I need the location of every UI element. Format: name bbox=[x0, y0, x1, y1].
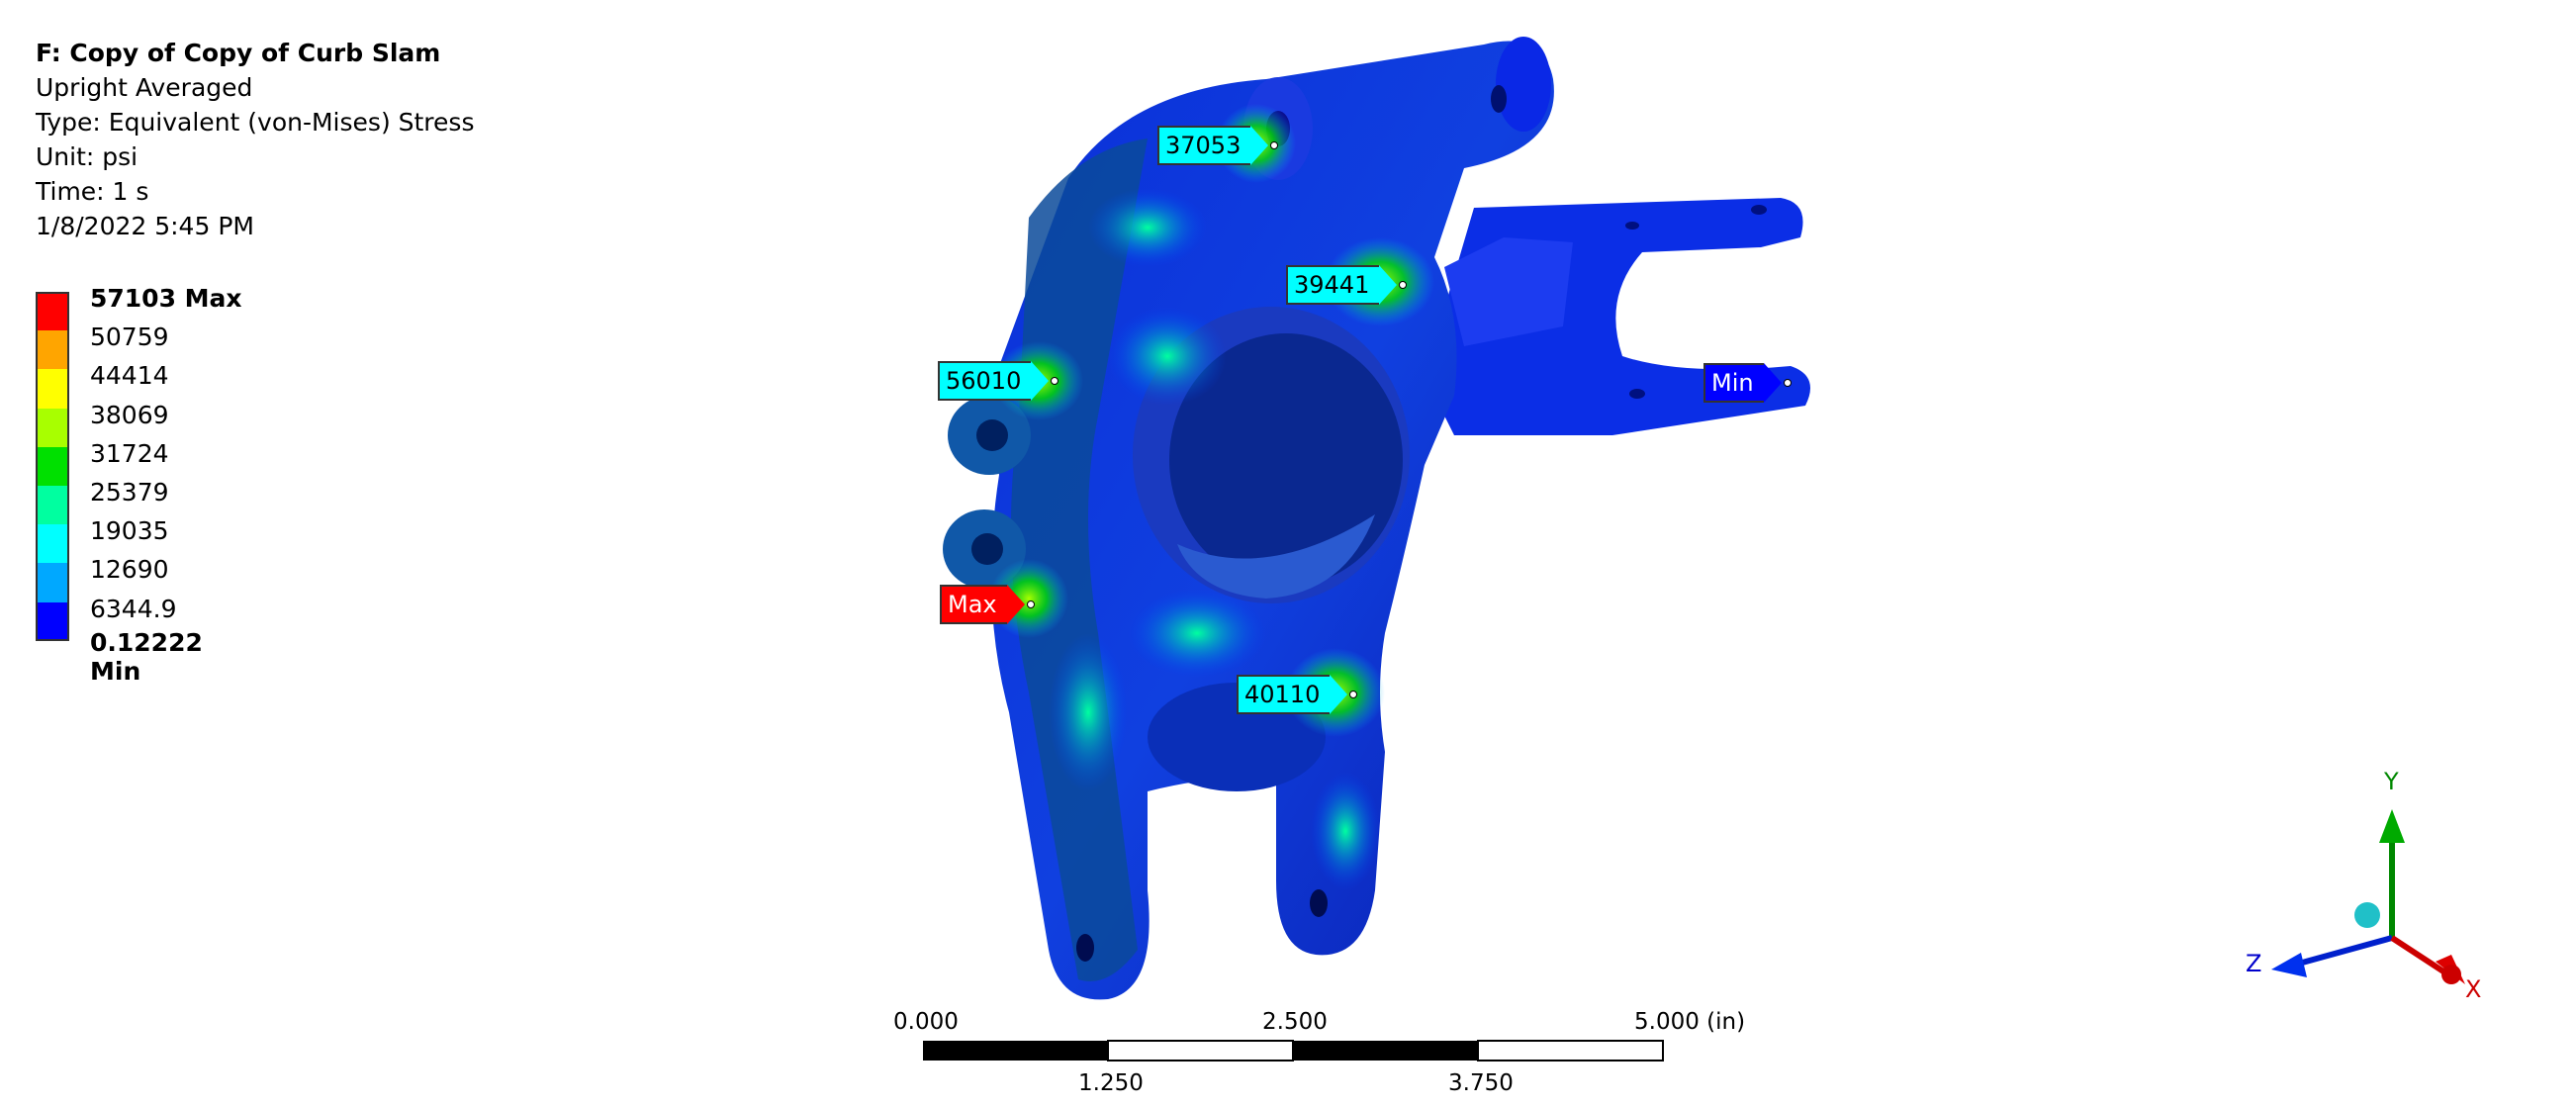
result-time: Time: 1 s bbox=[36, 177, 149, 206]
probe-pointer bbox=[1250, 126, 1269, 165]
result-header: F: Copy of Copy of Curb Slam Upright Ave… bbox=[36, 36, 474, 243]
probe-point bbox=[1051, 377, 1059, 385]
probe-label[interactable]: 37053 bbox=[1157, 126, 1279, 165]
scale-bar bbox=[923, 1040, 1664, 1062]
probe-value: Max bbox=[940, 585, 1007, 624]
legend-swatch bbox=[36, 408, 69, 447]
legend-swatch bbox=[36, 330, 69, 370]
legend-swatch bbox=[36, 601, 69, 641]
result-object-name: Upright Averaged bbox=[36, 73, 253, 102]
probe-value: 56010 bbox=[938, 361, 1032, 401]
probe-pointer bbox=[1763, 363, 1782, 403]
result-type: Type: Equivalent (von-Mises) Stress bbox=[36, 108, 475, 137]
probe-pointer bbox=[1330, 675, 1348, 714]
legend-frame bbox=[36, 292, 69, 641]
legend-swatch bbox=[36, 563, 69, 602]
coordinate-triad[interactable] bbox=[2271, 809, 2465, 984]
analysis-title: F: Copy of Copy of Curb Slam bbox=[36, 39, 441, 67]
legend-swatch bbox=[36, 485, 69, 525]
probe-value: Min bbox=[1703, 363, 1764, 403]
scale-tick-label: 5.000 (in) bbox=[1634, 1009, 1746, 1035]
triad-x-label: X bbox=[2465, 975, 2482, 1003]
probe-pointer bbox=[1031, 361, 1050, 401]
legend-label: 19035 bbox=[90, 516, 169, 546]
probe-value: 39441 bbox=[1286, 265, 1380, 305]
legend-swatch bbox=[36, 292, 69, 331]
scale-tick-label: 3.750 bbox=[1448, 1070, 1514, 1096]
legend-swatch bbox=[36, 369, 69, 409]
probe-point bbox=[1270, 141, 1279, 149]
legend-swatch bbox=[36, 524, 69, 564]
legend-label: 44414 bbox=[90, 361, 169, 391]
triad-y-label: Y bbox=[2384, 768, 2399, 795]
result-date: 1/8/2022 5:45 PM bbox=[36, 212, 254, 240]
legend-label: 38069 bbox=[90, 400, 169, 429]
legend-label: 6344.9 bbox=[90, 594, 177, 623]
legend-label: 25379 bbox=[90, 477, 169, 507]
probe-point bbox=[1783, 379, 1792, 387]
legend-label: 50759 bbox=[90, 323, 169, 352]
probe-label[interactable]: 39441 bbox=[1286, 265, 1408, 305]
triad-z-label: Z bbox=[2246, 950, 2262, 977]
probe-min-label[interactable]: Min bbox=[1703, 363, 1792, 403]
scale-tick-label: 0.000 bbox=[893, 1009, 959, 1035]
legend-min-label: 0.12222 Min bbox=[90, 628, 203, 686]
probe-point bbox=[1026, 600, 1035, 608]
legend-label: 31724 bbox=[90, 438, 169, 468]
legend-label: 12690 bbox=[90, 555, 169, 585]
probe-label[interactable]: 56010 bbox=[938, 361, 1059, 401]
probe-pointer bbox=[1379, 265, 1398, 305]
probe-label[interactable]: 40110 bbox=[1237, 675, 1358, 714]
scale-tick-label: 1.250 bbox=[1078, 1070, 1144, 1096]
probe-pointer bbox=[1006, 585, 1025, 624]
probe-point bbox=[1399, 281, 1408, 289]
legend-swatch bbox=[36, 446, 69, 486]
result-unit: Unit: psi bbox=[36, 142, 138, 171]
legend-max-label: 57103 Max bbox=[90, 284, 242, 313]
probe-point bbox=[1349, 691, 1358, 698]
upright-body bbox=[943, 37, 1554, 1000]
scale-tick-label: 2.500 bbox=[1262, 1009, 1328, 1035]
probe-value: 37053 bbox=[1157, 126, 1251, 165]
probe-max-label[interactable]: Max bbox=[940, 585, 1035, 624]
probe-value: 40110 bbox=[1237, 675, 1331, 714]
